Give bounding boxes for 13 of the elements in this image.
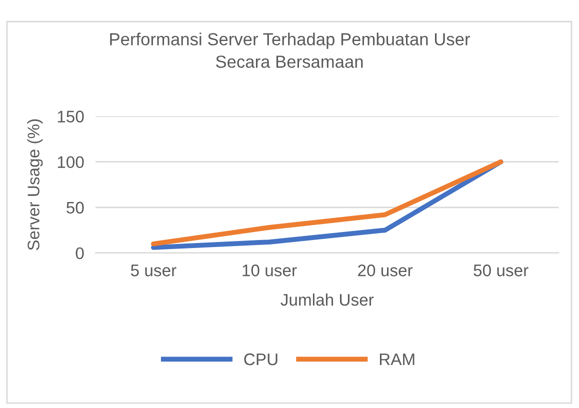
chart-title: Performansi Server Terhadap Pembuatan User Secara Bersamaan [110, 32, 470, 68]
y-tick-label: 50 [66, 202, 84, 214]
legend-label: CPU [244, 353, 278, 366]
y-tick-label: 150 [58, 110, 84, 122]
y-tick-label: 100 [58, 156, 84, 168]
legend-label: RAM [380, 354, 414, 366]
y-axis-title: Server Usage (%) [27, 119, 43, 250]
y-tick-label: 0 [76, 247, 84, 260]
x-tick-label: 10 user [242, 264, 297, 276]
x-axis-title: Jumlah User [280, 293, 374, 306]
x-tick-label: 5 user [130, 264, 176, 276]
x-tick-label: 50 user [474, 264, 528, 276]
x-tick-label: 20 user [358, 264, 413, 276]
